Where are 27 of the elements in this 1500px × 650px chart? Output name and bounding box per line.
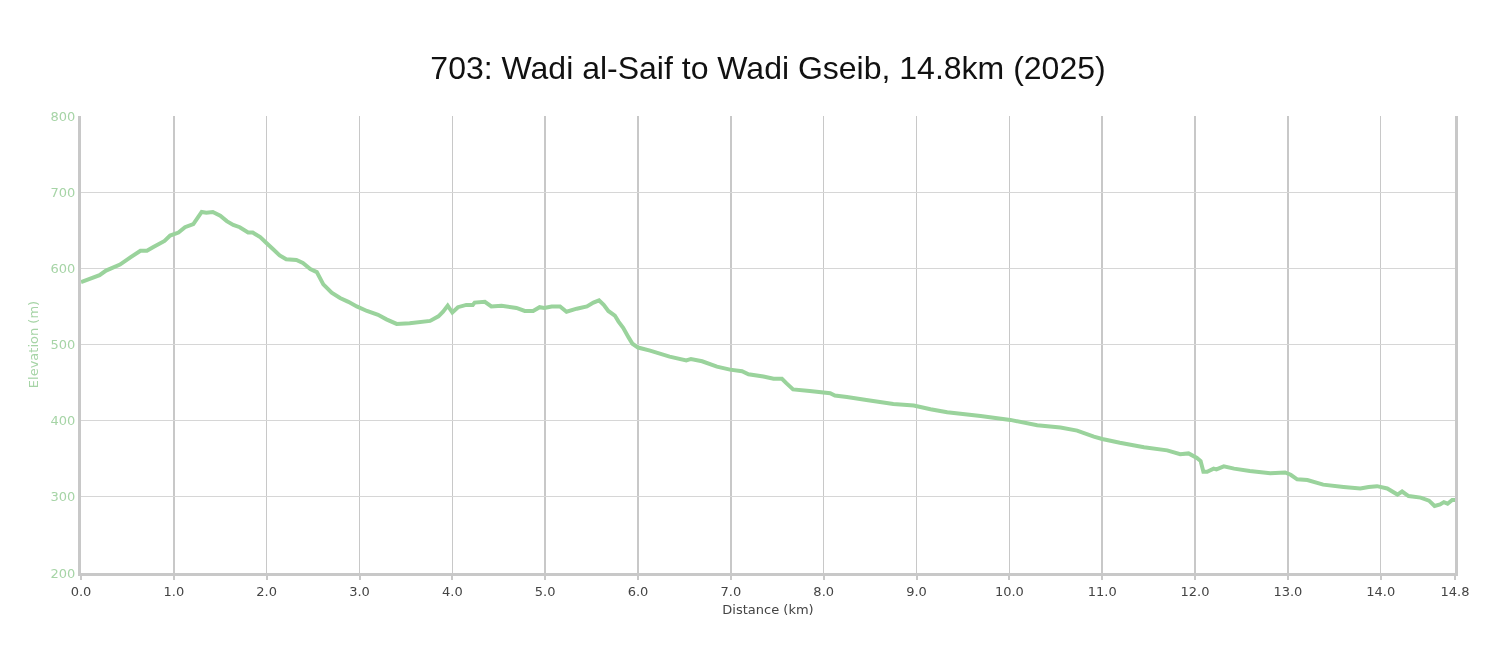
x-tick-label: 10.0: [994, 583, 1024, 599]
x-tick-label: 1.0: [163, 583, 185, 599]
x-tick-label: 5.0: [534, 583, 556, 599]
x-tick-label: 4.0: [442, 583, 463, 599]
chart-title: 703: Wadi al-Saif to Wadi Gseib, 14.8km (2025): [430, 50, 1106, 87]
x-tick-label: 0.0: [70, 583, 92, 599]
x-tick-label: 11.0: [1087, 583, 1117, 599]
x-tick-label: 14.8: [1440, 583, 1470, 599]
y-tick-label: 800: [50, 108, 76, 124]
x-tick-label: 8.0: [813, 583, 835, 599]
x-tick-label: 2.0: [256, 583, 278, 599]
x-tick-label: 12.0: [1180, 583, 1210, 599]
x-axis-title: Distance (km): [722, 602, 814, 618]
y-tick-label: 300: [50, 489, 76, 505]
y-tick-label: 200: [50, 565, 76, 581]
x-tick-label: 6.0: [627, 583, 649, 599]
y-tick-label: 500: [50, 337, 76, 353]
y-tick-label: 400: [50, 413, 76, 429]
y-tick-label: 600: [50, 260, 76, 276]
x-tick-label: 7.0: [720, 583, 742, 599]
x-tick-label: 3.0: [349, 583, 370, 599]
y-tick-label: 700: [50, 184, 76, 200]
line-series: [81, 209, 1455, 508]
x-tick-label: 14.0: [1366, 583, 1396, 599]
x-tick-label: 13.0: [1273, 583, 1303, 599]
x-tick-label: 9.0: [906, 583, 927, 599]
y-axis-title: Elevation (m): [25, 300, 41, 389]
